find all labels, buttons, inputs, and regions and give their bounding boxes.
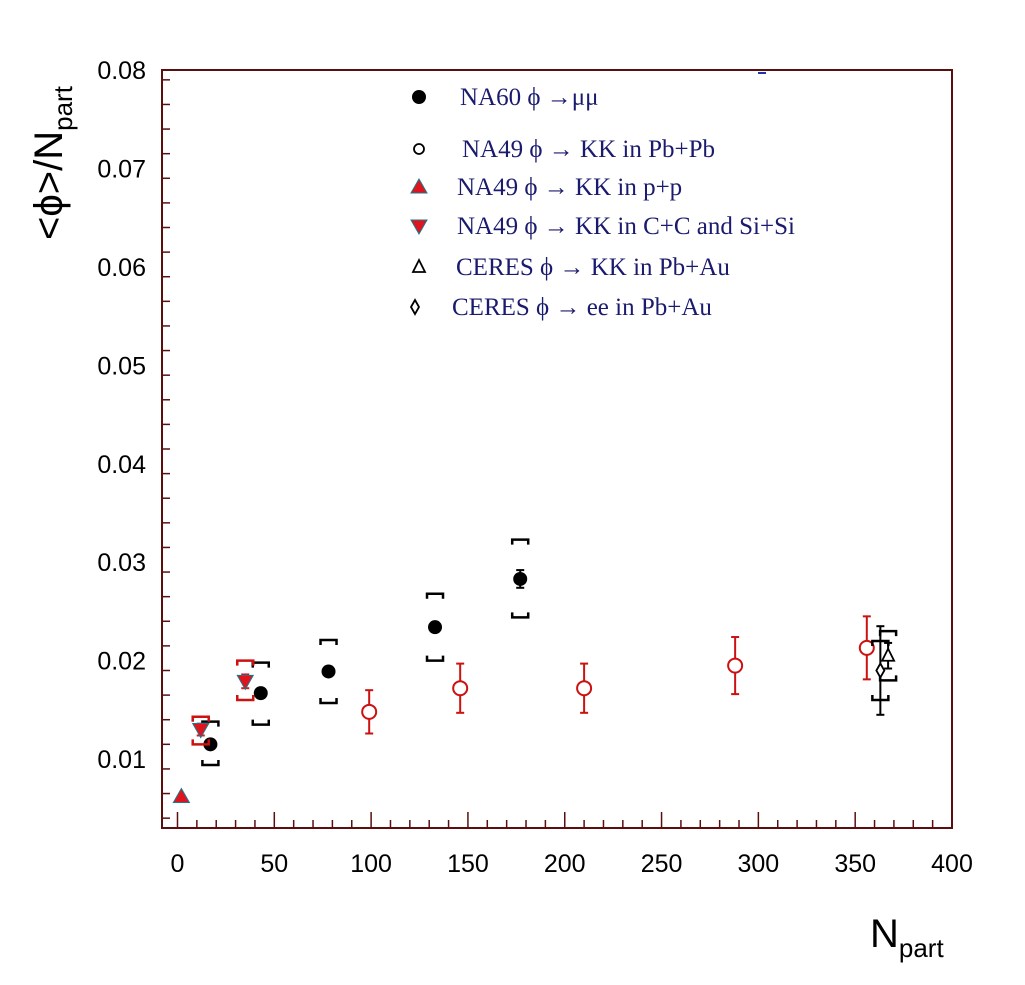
data-point [576,680,593,697]
axis-ticks [162,79,953,828]
y-tick-label: 0.07 [97,155,146,183]
sys-bracket-top [425,592,445,599]
x-tick-label: 0 [171,850,185,878]
sys-bracket-bottom [425,655,445,662]
sys-bracket-bottom [191,739,210,746]
data-point [880,646,896,662]
data-point [428,620,443,635]
y-axis-title-main: <ϕ>/N [27,131,71,240]
data-point [172,787,191,803]
x-tick-label: 350 [834,850,876,878]
data-marks [172,538,898,803]
legend-entry: NA49 ϕ → KK in Pb+Pb [413,136,715,163]
legend-marker [413,143,425,155]
x-tick-label: 300 [738,850,780,878]
y-tick-label: 0.08 [97,57,146,85]
y-tick-labels: 0.01 0.02 0.03 0.04 0.05 0.06 0.07 0.08 [97,57,146,774]
series-2 [172,787,191,803]
x-axis-title-main: N [870,912,899,956]
series-3 [191,659,255,746]
data-point [875,661,886,680]
data-point [203,737,218,752]
series-0 [201,538,530,767]
y-tick-label: 0.01 [97,746,146,774]
y-axis-title-sub: part [48,85,78,131]
legend-marker [411,257,427,273]
x-tick-label: 50 [260,850,288,878]
data-point [191,723,210,739]
x-tick-label: 400 [931,850,973,878]
sys-bracket-bottom [201,759,220,767]
legend-entry: CERES ϕ → ee in Pb+Au [409,294,712,321]
sys-bracket-bottom [251,719,270,726]
sys-bracket-top [191,715,210,722]
x-tick-label: 200 [544,850,586,878]
legend-label: CERES ϕ → ee in Pb+Au [452,294,712,321]
data-point [727,657,744,674]
x-tick-label: 150 [447,850,489,878]
legend-entry: NA60 ϕ →μμ [412,84,599,111]
data-point [236,674,255,691]
data-point [361,703,378,720]
legend-entry: NA49 ϕ → KK in C+C and Si+Si [410,213,795,240]
sys-bracket-top [510,538,530,545]
legend-label: NA49 ϕ → KK in p+p [457,174,682,201]
x-tick-label: 250 [641,850,683,878]
y-axis-title: <ϕ>/Npart [27,85,78,240]
x-tick-label: 100 [350,850,392,878]
x-tick-labels: 0 50 100 150 200 250 300 350 400 [171,850,973,878]
legend-label: NA49 ϕ → KK in C+C and Si+Si [457,213,795,240]
series-1 [361,615,875,735]
data-point [858,639,875,656]
legend-marker [410,177,428,194]
legend-marker [412,90,426,104]
x-axis-title: Npart [870,912,944,963]
series-5 [871,625,890,716]
legend-entry: NA49 ϕ → KK in p+p [410,174,682,201]
sys-bracket-top [319,638,338,645]
sys-bracket-bottom [510,612,530,619]
sys-bracket-top [878,629,898,637]
sys-bracket-bottom [319,697,338,705]
legend-entry: CERES ϕ → KK in Pb+Au [411,254,730,281]
sys-bracket-top [251,661,270,668]
x-axis-title-sub: part [899,933,945,963]
y-tick-label: 0.02 [97,648,146,676]
legend-label: NA49 ϕ → KK in Pb+Pb [462,136,715,163]
y-tick-label: 0.03 [97,549,146,577]
y-tick-label: 0.04 [97,451,146,479]
y-tick-label: 0.06 [97,254,146,282]
data-point [253,686,268,701]
sys-bracket-bottom [236,695,255,702]
data-point [452,680,469,697]
legend: NA60 ϕ →μμ NA49 ϕ → KK in Pb+Pb NA49 ϕ → K… [409,84,795,321]
sys-bracket-bottom [878,675,898,682]
data-point [513,571,528,586]
legend-marker [409,298,421,316]
svg-text:<ϕ>/Npart: <ϕ>/Npart [27,85,78,240]
data-point [321,664,336,679]
legend-marker [410,219,428,236]
y-tick-label: 0.05 [97,352,146,380]
sys-bracket-top [236,659,255,666]
legend-label: CERES ϕ → KK in Pb+Au [456,254,730,281]
legend-label: NA60 ϕ →μμ [460,84,599,111]
